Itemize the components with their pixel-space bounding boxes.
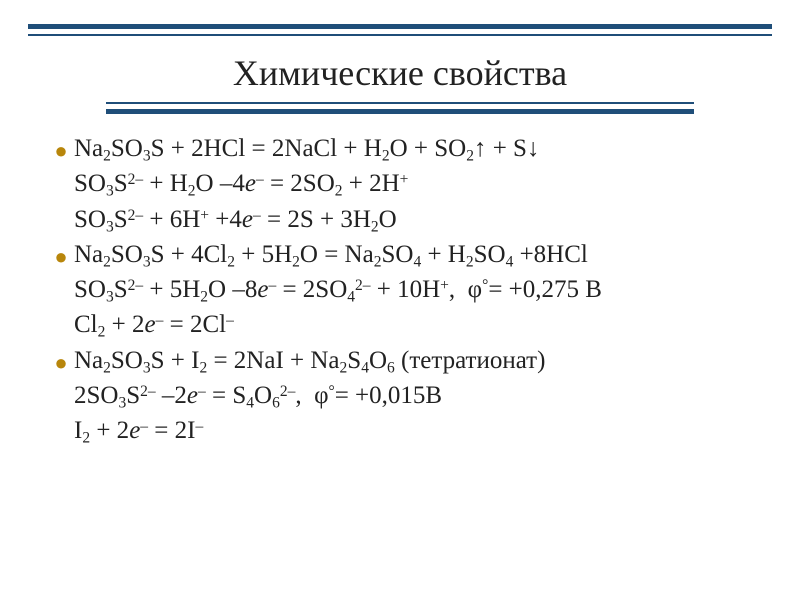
equation-line: SO3S2– + 6H+ +4e– = 2S + 3H2O [48, 203, 760, 238]
bullet-icon: ● [48, 238, 74, 272]
equation-text: Na2SO3S + 4Cl2 + 5H2O = Na2SO4 + H2SO4 +… [74, 238, 588, 273]
top-rule-thick [28, 24, 772, 29]
equation-line: SO3S2– + H2O –4e– = 2SO2 + 2H+ [48, 167, 760, 202]
bullet-icon [48, 203, 74, 207]
equation-text: Na2SO3S + 2HCl = 2NaCl + H2O + SO2↑ + S↓ [74, 132, 539, 167]
equation-text: SO3S2– + 6H+ +4e– = 2S + 3H2O [74, 203, 397, 238]
equation-text: 2SO3S2– –2e– = S4O62–, φ°= +0,015В [74, 379, 442, 414]
equation-line: ●Na2SO3S + 4Cl2 + 5H2O = Na2SO4 + H2SO4 … [48, 238, 760, 273]
equation-line: SO3S2– + 5H2O –8e– = 2SO42– + 10H+, φ°= … [48, 273, 760, 308]
equation-text: SO3S2– + 5H2O –8e– = 2SO42– + 10H+, φ°= … [74, 273, 602, 308]
equation-line: 2SO3S2– –2e– = S4O62–, φ°= +0,015В [48, 379, 760, 414]
equation-line: ●Na2SO3S + I2 = 2NaI + Na2S4O6 (тетратио… [48, 344, 760, 379]
equation-text: SO3S2– + H2O –4e– = 2SO2 + 2H+ [74, 167, 408, 202]
equation-line: Cl2 + 2e– = 2Cl– [48, 308, 760, 343]
title-underline-thick [106, 109, 694, 114]
title-underline-thin [106, 102, 694, 104]
page-title: Химические свойства [0, 52, 800, 94]
equation-line: I2 + 2e– = 2I– [48, 414, 760, 449]
bullet-icon [48, 308, 74, 312]
bullet-icon [48, 379, 74, 383]
bullet-icon: ● [48, 132, 74, 166]
bullet-icon [48, 167, 74, 171]
equations-block: ●Na2SO3S + 2HCl = 2NaCl + H2O + SO2↑ + S… [48, 132, 760, 449]
equation-line: ●Na2SO3S + 2HCl = 2NaCl + H2O + SO2↑ + S… [48, 132, 760, 167]
equation-text: Cl2 + 2e– = 2Cl– [74, 308, 234, 343]
bullet-icon [48, 414, 74, 418]
equation-text: I2 + 2e– = 2I– [74, 414, 203, 449]
bullet-icon: ● [48, 344, 74, 378]
bullet-icon [48, 273, 74, 277]
equation-text: Na2SO3S + I2 = 2NaI + Na2S4O6 (тетратион… [74, 344, 545, 379]
top-rule-thin [28, 34, 772, 36]
